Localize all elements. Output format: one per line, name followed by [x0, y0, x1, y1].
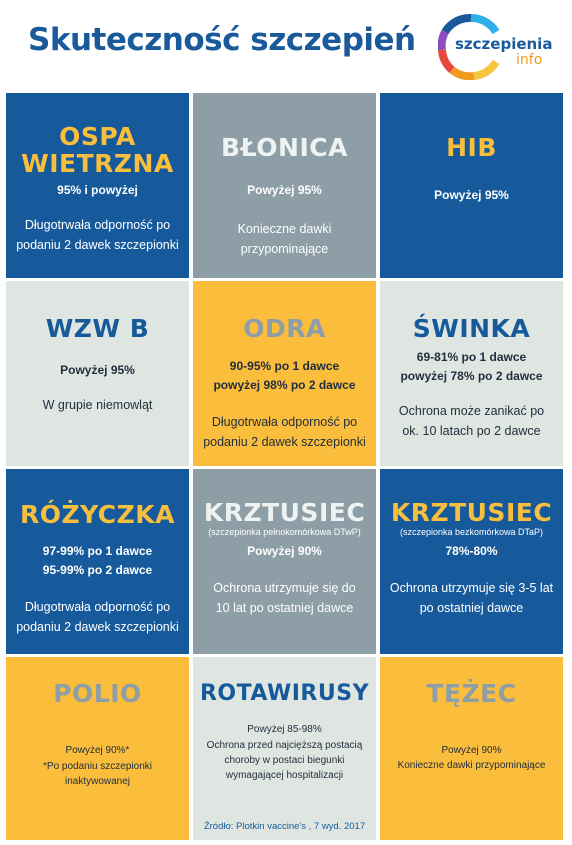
- tile-title: WZW B: [45, 314, 150, 343]
- tile-note: podaniu 2 dawek szczepionki: [16, 620, 179, 634]
- tile-effectiveness: Powyżej 95%: [247, 183, 322, 197]
- tile-tezec: TĘŻEC Powyżej 90% Konieczne dawki przypo…: [380, 657, 563, 840]
- logo-ring-icon: [438, 14, 500, 80]
- tile-title: HIB: [446, 133, 497, 162]
- tile-blonica: BŁONICA Powyżej 95% Konieczne dawki przy…: [193, 93, 376, 278]
- tile-note: Konieczne dawki: [237, 222, 332, 236]
- tile-note: 10 lat po ostatniej dawce: [215, 601, 354, 615]
- tile-title: BŁONICA: [221, 133, 348, 162]
- tile-effectiveness: Powyżej 95%: [434, 188, 509, 202]
- tile-note: po ostatniej dawce: [419, 601, 524, 615]
- tile-note: podaniu 2 dawek szczepionki: [203, 435, 366, 449]
- source-citation: Źródło: Plotkin vaccine's , 7 wyd. 2017: [203, 821, 366, 832]
- tile-note: Konieczne dawki przypominające: [397, 760, 546, 771]
- tile-title: TĘŻEC: [426, 679, 517, 708]
- tile-note: ok. 10 latach po 2 dawce: [402, 424, 541, 438]
- tile-title: OSPA: [59, 122, 136, 151]
- tile-effectiveness: Powyżej 90%*: [65, 745, 130, 756]
- tile-title: POLIO: [53, 679, 142, 708]
- logo[interactable]: szczepienia info: [438, 14, 568, 80]
- tile-krztusiec-dtap: KRZTUSIEC (szczepionka bezkomórkowa DTaP…: [380, 469, 563, 654]
- tile-title: ODRA: [243, 314, 326, 343]
- tile-note: przypominające: [240, 242, 329, 256]
- tile-title: WIETRZNA: [21, 149, 174, 178]
- tile-krztusiec-dtwp: KRZTUSIEC (szczepionka pełnokomórkowa DT…: [193, 469, 376, 654]
- tile-effectiveness: 78%-80%: [445, 544, 498, 558]
- tile-effectiveness: 97-99% po 1 dawce: [42, 544, 153, 558]
- tile-effectiveness: 69-81% po 1 dawce: [416, 350, 527, 364]
- tile-note: Ochrona utrzymuje się do: [213, 581, 356, 595]
- tile-effectiveness: powyżej 98% po 2 dawce: [213, 378, 356, 392]
- tile-note: podaniu 2 dawek szczepionki: [16, 238, 179, 252]
- tile-effectiveness: Powyżej 90%: [441, 745, 502, 756]
- tile-subtitle: (szczepionka pełnokomórkowa DTwP): [208, 527, 361, 537]
- header: Skuteczność szczepień szczepienia info: [0, 0, 572, 92]
- tile-subtitle: (szczepionka bezkomórkowa DTaP): [399, 527, 544, 537]
- tile-note: Długotrwała odporność po: [24, 600, 171, 614]
- tile-note: Ochrona może zanikać po: [398, 404, 545, 418]
- tile-note: Ochrona utrzymuje się 3-5 lat: [389, 581, 554, 595]
- tile-swinka: ŚWINKA 69-81% po 1 dawce powyżej 78% po …: [380, 281, 563, 466]
- tile-ospa-wietrzna: OSPA WIETRZNA 95% i powyżej Długotrwała …: [6, 93, 189, 278]
- tile-odra: ODRA 90-95% po 1 dawce powyżej 98% po 2 …: [193, 281, 376, 466]
- tile-note: wymagającej hospitalizacji: [225, 770, 344, 781]
- logo-subtext: info: [516, 52, 543, 68]
- tile-note: W grupie niemowląt: [42, 398, 153, 412]
- tile-title: ROTAWIRUSY: [199, 681, 369, 706]
- tile-hib: HIB Powyżej 95%: [380, 93, 563, 278]
- logo-text: szczepienia: [455, 35, 553, 53]
- tile-note: Ochrona przed najcięższą postacią: [206, 740, 363, 751]
- tile-effectiveness: Powyżej 90%: [247, 544, 322, 558]
- tile-title: KRZTUSIEC: [390, 498, 553, 527]
- tile-effectiveness: 90-95% po 1 dawce: [229, 359, 340, 373]
- tile-title: ŚWINKA: [412, 314, 531, 343]
- tile-rotawirusy: ROTAWIRUSY Powyżej 85-98% Ochrona przed …: [193, 657, 376, 840]
- tile-note: Długotrwała odporność po: [211, 415, 358, 429]
- tile-effectiveness: Powyżej 95%: [60, 363, 135, 377]
- tile-effectiveness: Powyżej 85-98%: [247, 724, 322, 735]
- tile-title: RÓŻYCZKA: [19, 500, 176, 529]
- tile-note: choroby w postaci biegunki: [224, 755, 345, 766]
- tile-wzw-b: WZW B Powyżej 95% W grupie niemowląt: [6, 281, 189, 466]
- tile-note: inaktywowanej: [64, 776, 131, 787]
- page-title: Skuteczność szczepień: [28, 22, 416, 58]
- tile-note: Długotrwała odporność po: [24, 218, 171, 232]
- tile-rozyczka: RÓŻYCZKA 97-99% po 1 dawce 95-99% po 2 d…: [6, 469, 189, 654]
- tile-title: KRZTUSIEC: [203, 498, 366, 527]
- tile-note: *Po podaniu szczepionki: [43, 761, 152, 772]
- tile-effectiveness: 95% i powyżej: [57, 183, 138, 197]
- tile-effectiveness: 95-99% po 2 dawce: [42, 563, 153, 577]
- tile-polio: POLIO Powyżej 90%* *Po podaniu szczepion…: [6, 657, 189, 840]
- tile-effectiveness: powyżej 78% po 2 dawce: [400, 369, 543, 383]
